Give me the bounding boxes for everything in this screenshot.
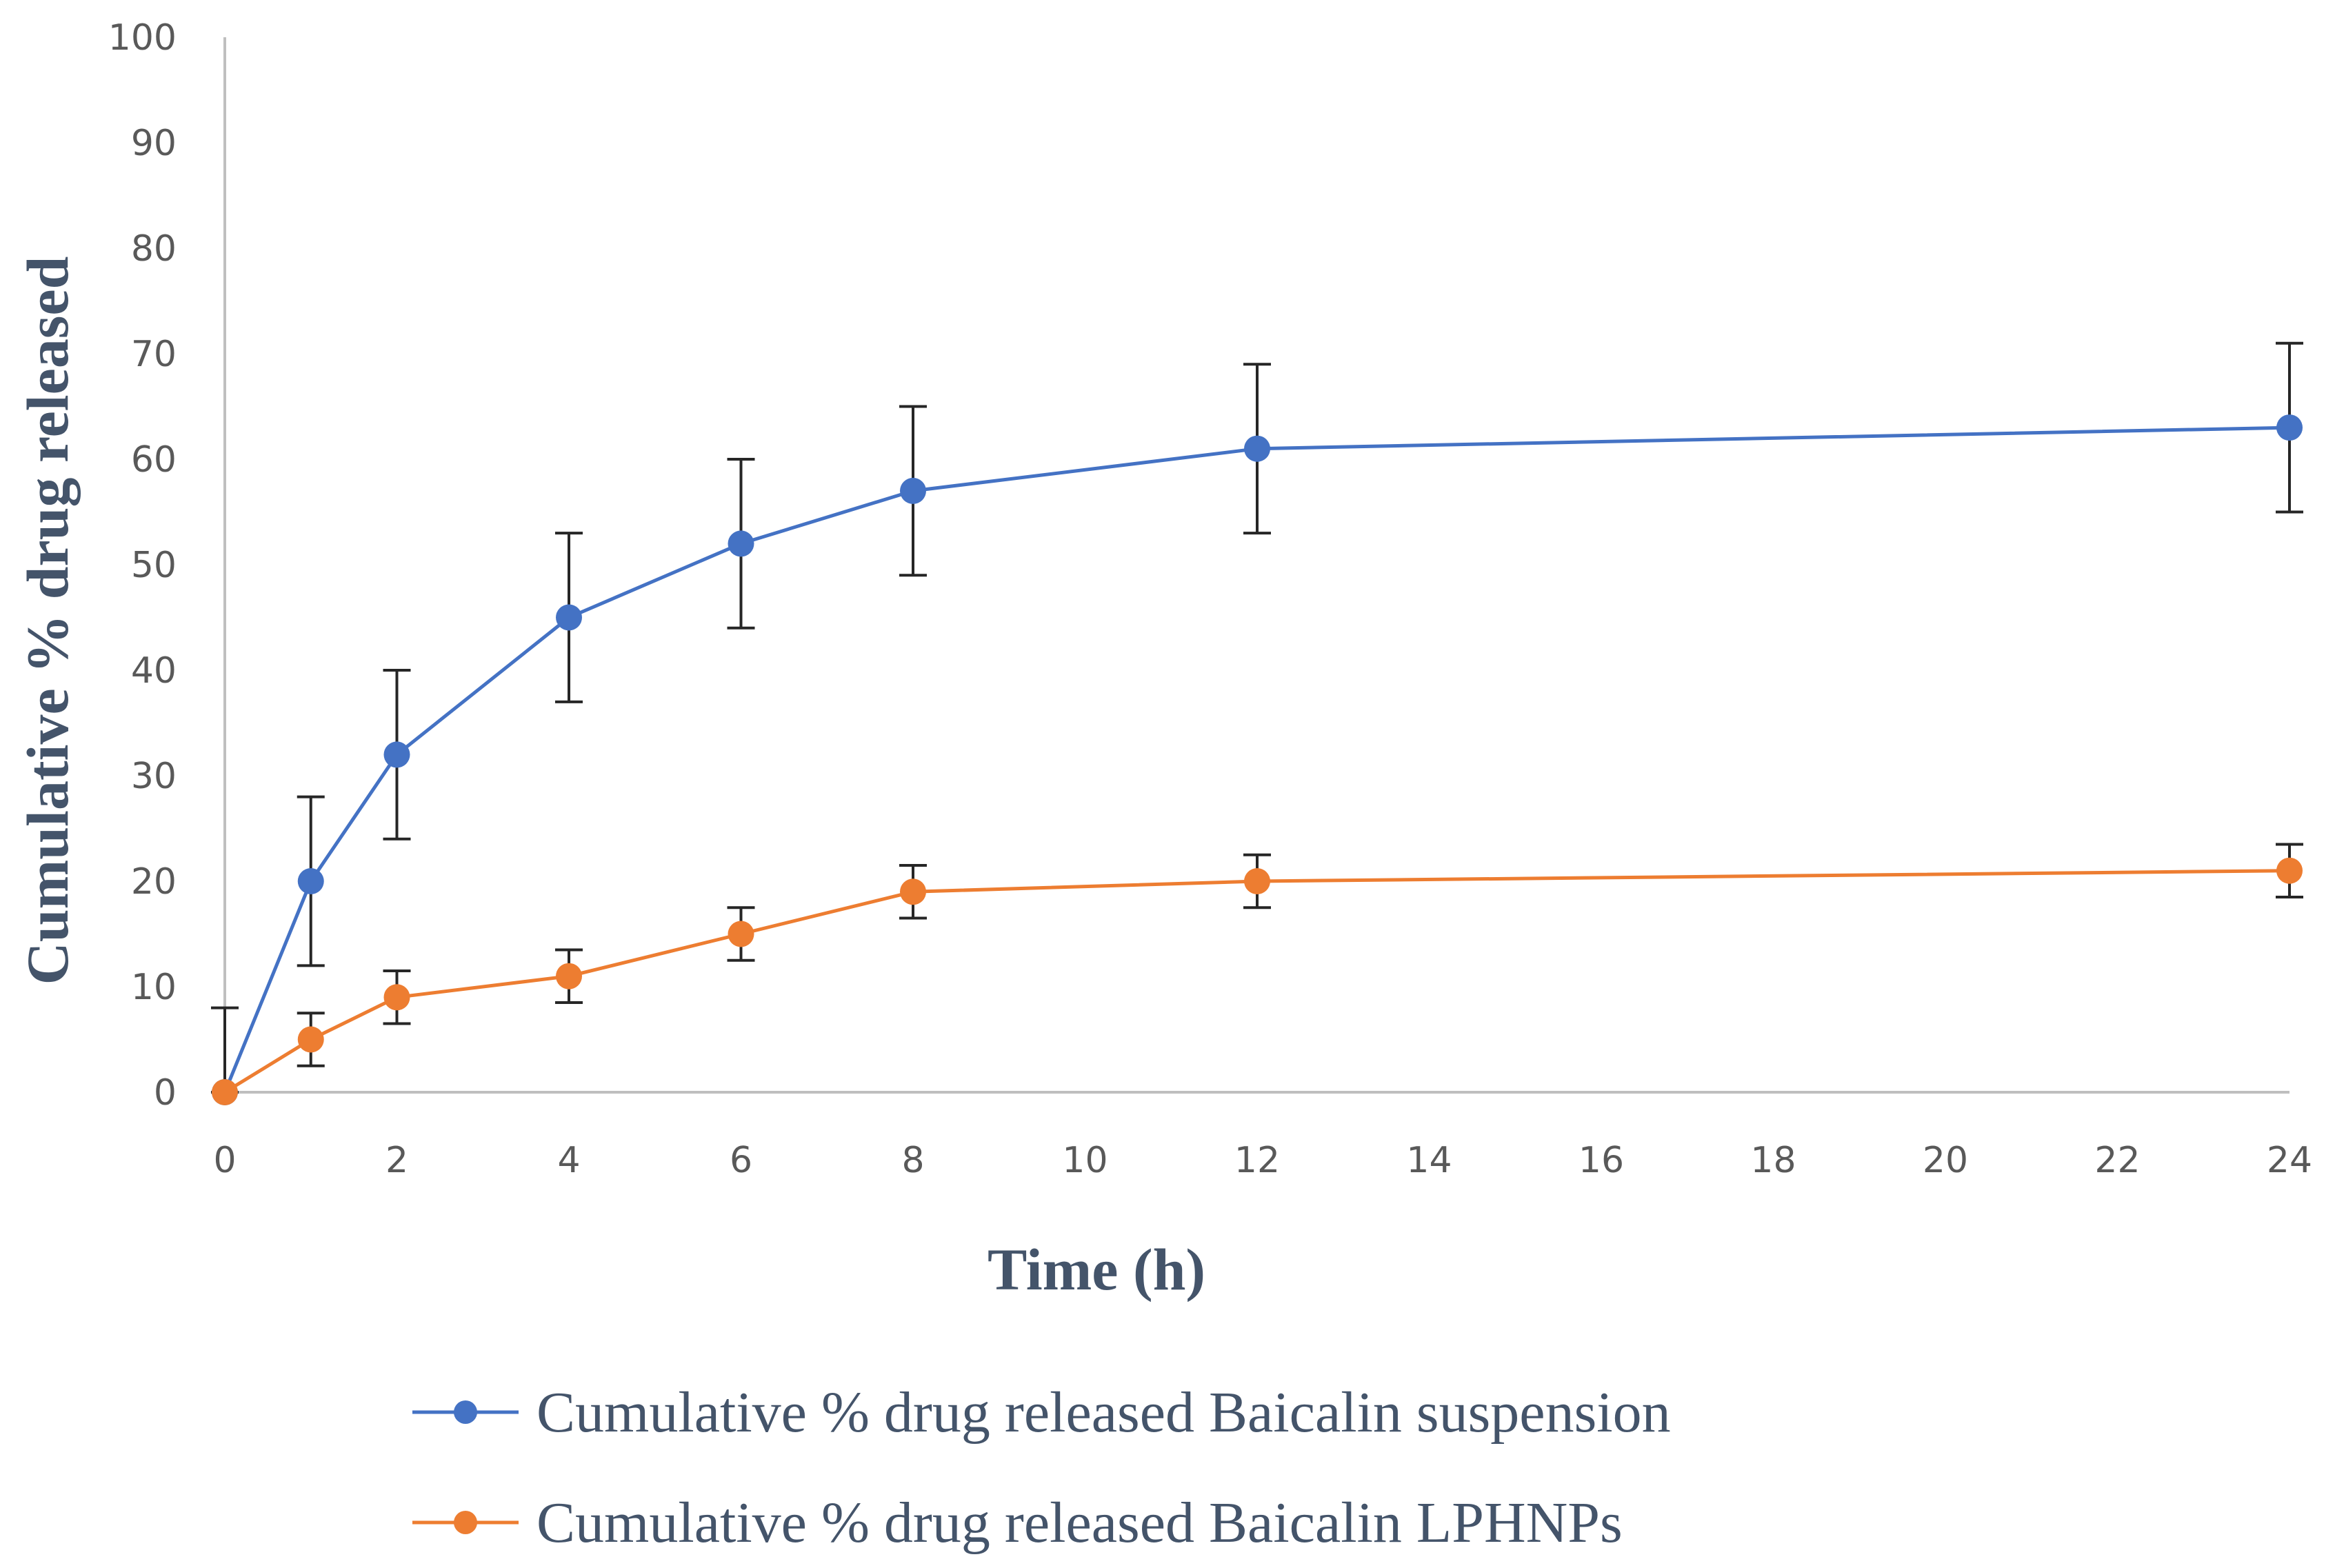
legend-marker-lphnps [454, 1511, 477, 1534]
x-axis-title: Time (h) [988, 1236, 1205, 1303]
x-tick-label-12: 12 [1234, 1140, 1280, 1181]
x-tick-label-14: 14 [1406, 1140, 1452, 1181]
y-axis-title: Cumulative % drug released [14, 257, 81, 985]
x-tick-label-18: 18 [1750, 1140, 1796, 1181]
x-tick-label-24: 24 [2267, 1140, 2312, 1181]
data-point-series-1-0 [212, 1079, 238, 1105]
y-tick-label-60: 60 [131, 439, 177, 481]
series-line-0 [223, 425, 2290, 1093]
series-line-1 [223, 869, 2290, 1094]
y-tick-label-70: 70 [131, 334, 177, 375]
series-layer [212, 414, 2303, 1105]
y-tick-label-40: 40 [131, 650, 177, 692]
data-point-series-1-5 [900, 878, 926, 905]
data-point-series-1-2 [383, 984, 410, 1011]
data-point-series-0-3 [556, 604, 582, 631]
x-tick-label-20: 20 [1923, 1140, 1968, 1181]
data-point-series-0-7 [2276, 414, 2303, 441]
x-tick-label-2: 2 [385, 1140, 408, 1181]
x-tick-label-16: 16 [1579, 1140, 1624, 1181]
y-tick-label-0: 0 [154, 1072, 177, 1114]
data-point-series-0-4 [728, 530, 754, 557]
data-point-series-0-2 [383, 741, 410, 768]
legend-label-suspension: Cumulative % drug released Baicalin susp… [537, 1380, 1671, 1445]
y-tick-label-30: 30 [131, 756, 177, 797]
x-tick-label-0: 0 [213, 1140, 236, 1181]
x-tick-label-6: 6 [730, 1140, 752, 1181]
y-tick-label-20: 20 [131, 861, 177, 903]
x-tick-label-22: 22 [2094, 1140, 2140, 1181]
data-point-series-1-4 [728, 921, 754, 947]
x-tick-label-4: 4 [557, 1140, 580, 1181]
data-point-series-1-1 [297, 1026, 324, 1053]
legend: Cumulative % drug released Baicalin susp… [412, 1380, 1671, 1555]
data-point-series-0-6 [1244, 435, 1270, 462]
y-tick-label-100: 100 [108, 17, 177, 59]
x-tick-label-8: 8 [901, 1140, 924, 1181]
data-point-series-1-3 [556, 963, 582, 989]
data-point-series-1-6 [1244, 868, 1270, 894]
legend-label-lphnps: Cumulative % drug released Baicalin LPHN… [537, 1491, 1623, 1555]
legend-marker-suspension [454, 1400, 477, 1424]
y-tick-label-90: 90 [131, 123, 177, 164]
y-tick-label-10: 10 [131, 967, 177, 1008]
data-point-series-1-7 [2276, 857, 2303, 884]
legend-item-lphnps: Cumulative % drug released Baicalin LPHN… [412, 1491, 1623, 1555]
y-tick-label-50: 50 [131, 545, 177, 586]
data-point-series-0-1 [297, 868, 324, 894]
y-tick-label-80: 80 [131, 228, 177, 270]
legend-item-suspension: Cumulative % drug released Baicalin susp… [412, 1380, 1671, 1445]
data-point-series-0-5 [900, 477, 926, 504]
x-tick-label-10: 10 [1062, 1140, 1108, 1181]
